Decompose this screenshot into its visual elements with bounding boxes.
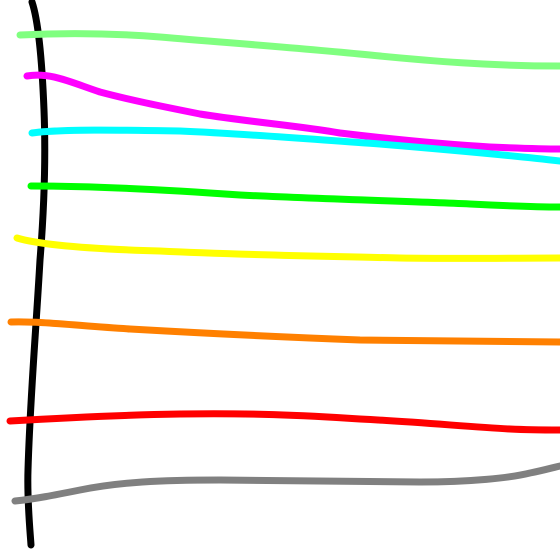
light-green-stroke [16,30,560,70]
orange-stroke [7,318,560,346]
yellow-stroke [13,234,560,262]
red-stroke [6,410,560,434]
green-stroke [27,182,560,211]
gray-stroke [11,462,560,505]
magenta-stroke [23,71,560,153]
cyan-stroke [28,126,560,165]
